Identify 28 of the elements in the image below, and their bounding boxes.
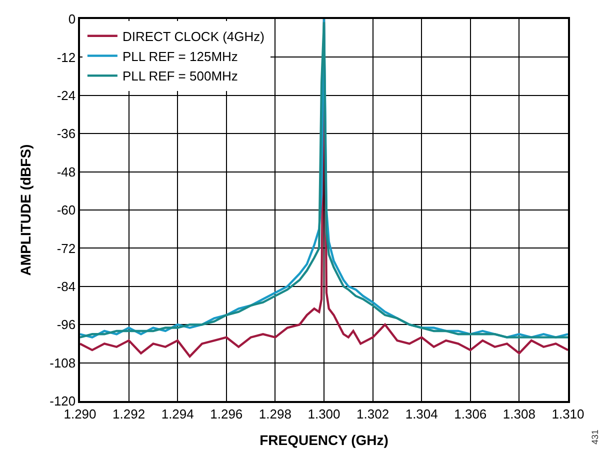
legend-label: PLL REF = 125MHz bbox=[122, 48, 238, 64]
y-tick-label: -120 bbox=[50, 394, 76, 409]
legend-label: PLL REF = 500MHz bbox=[122, 68, 238, 84]
x-tick-label: 1.296 bbox=[210, 406, 243, 422]
text: 431 bbox=[590, 429, 600, 444]
x-tick-label: 1.304 bbox=[405, 406, 438, 422]
x-tick-label: 1.294 bbox=[161, 406, 194, 422]
y-tick-label: -36 bbox=[56, 126, 76, 142]
x-tick-label: 1.290 bbox=[64, 406, 96, 422]
y-tick-label: -108 bbox=[50, 355, 76, 370]
x-tick-label: 1.302 bbox=[356, 406, 390, 422]
x-axis-title: FREQUENCY (GHz) bbox=[260, 432, 388, 448]
x-tick-label: 1.298 bbox=[258, 406, 292, 422]
y-tick-label: -72 bbox=[56, 240, 76, 256]
x-tick-label: 1.300 bbox=[308, 406, 340, 422]
y-tick-label: -12 bbox=[56, 50, 76, 65]
y-tick-label: -96 bbox=[56, 317, 76, 332]
x-tick-label: 1.310 bbox=[552, 406, 584, 422]
y-tick-label: 0 bbox=[68, 12, 76, 27]
legend-label: DIRECT CLOCK (4GHz) bbox=[122, 28, 265, 44]
y-tick-label: -24 bbox=[56, 88, 76, 103]
x-tick-label: 1.292 bbox=[112, 406, 146, 422]
x-tick-label: 1.308 bbox=[502, 406, 536, 422]
y-tick-label: -48 bbox=[56, 164, 76, 180]
y-tick-label: -60 bbox=[56, 202, 76, 218]
y-axis-title: AMPLITUDE (dBFS) bbox=[18, 144, 34, 276]
x-tick-label: 1.306 bbox=[454, 406, 487, 422]
y-tick-label: -84 bbox=[56, 278, 76, 294]
